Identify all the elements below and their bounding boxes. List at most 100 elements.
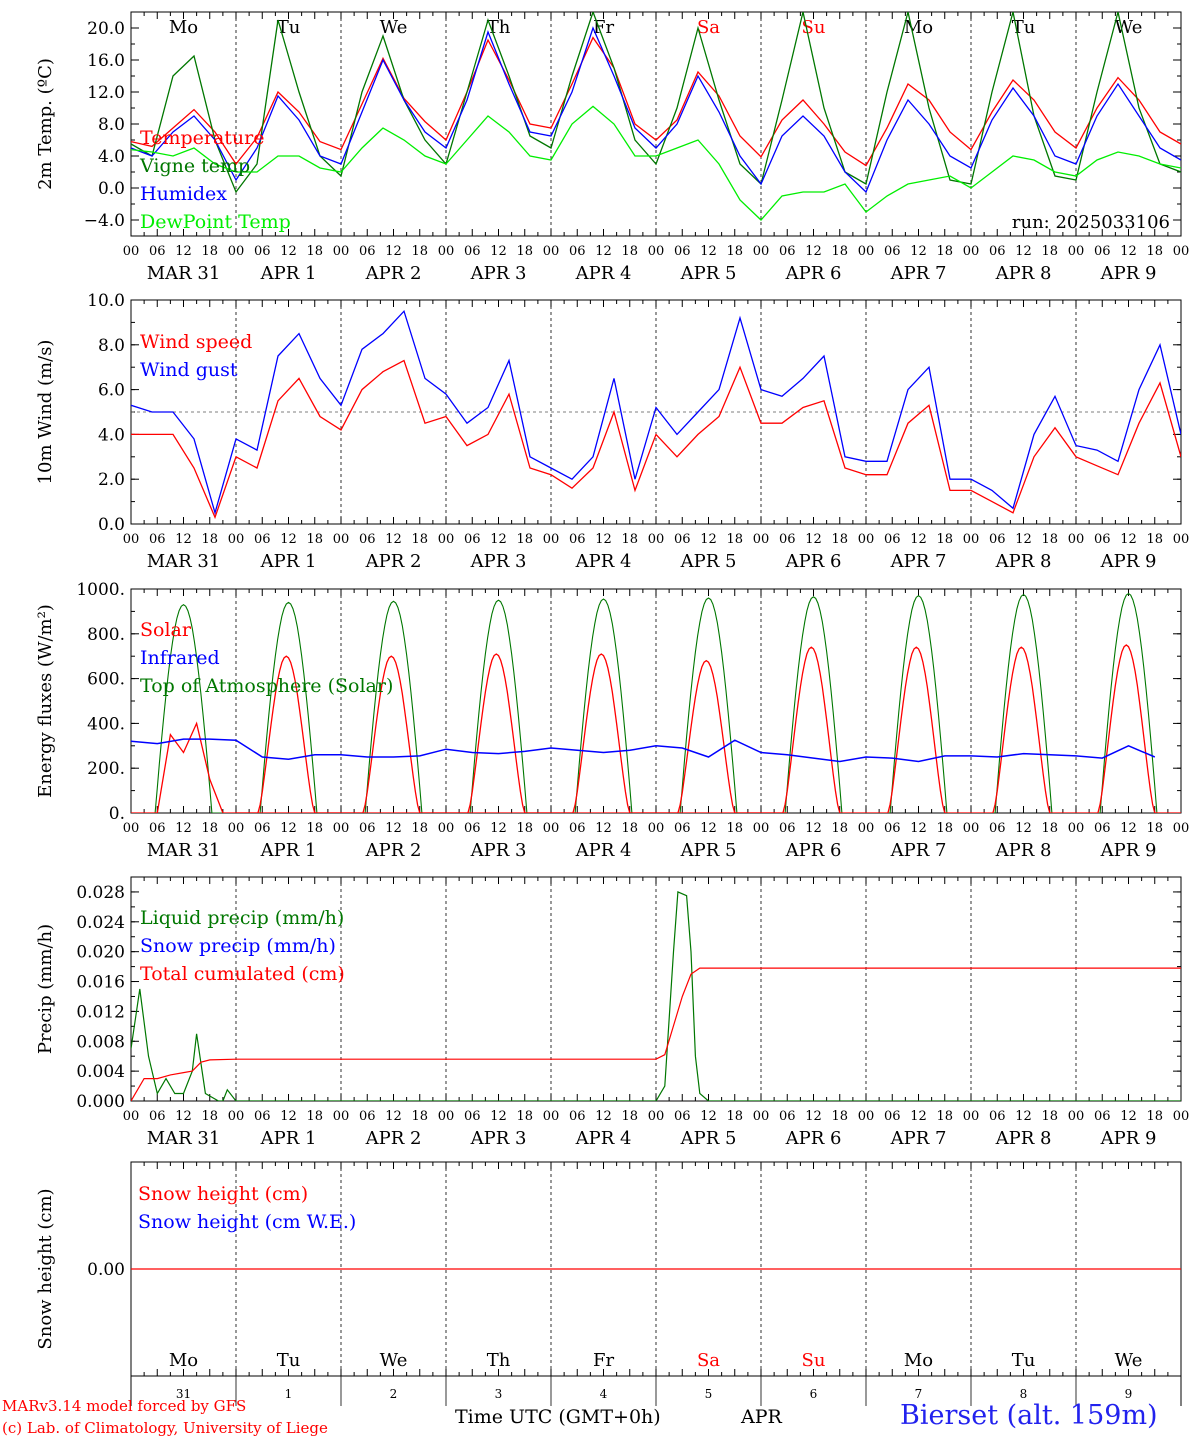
hour-tick-label: 00 — [543, 821, 560, 836]
model-credit: MARv3.14 model forced by GFS — [2, 1397, 247, 1415]
date-label: APR 2 — [365, 263, 422, 284]
date-label: APR 1 — [260, 263, 317, 284]
series-line-0 — [131, 891, 1181, 1101]
plot-frame — [130, 11, 1182, 237]
hour-tick-label: 12 — [805, 821, 822, 836]
hour-tick-label: 06 — [989, 244, 1006, 259]
hour-tick-label: 18 — [306, 1109, 323, 1124]
series-line-infrared — [131, 738, 1156, 763]
y-tick-label: 600. — [87, 670, 125, 690]
hour-tick-label: 00 — [123, 1109, 140, 1124]
hour-tick-label: 00 — [753, 821, 770, 836]
day-number-label: 2 — [390, 1387, 398, 1401]
day-of-week-label: We — [380, 17, 408, 38]
y-tick-label: 20.0 — [87, 19, 125, 39]
hour-tick-label: 06 — [989, 1109, 1006, 1124]
hour-tick-label: 06 — [779, 1109, 796, 1124]
hour-tick-label: 18 — [936, 244, 953, 259]
hour-tick-label: 18 — [516, 1109, 533, 1124]
y-tick-label: 0.000 — [76, 1092, 125, 1112]
hour-tick-label: 12 — [910, 244, 927, 259]
hour-tick-label: 06 — [884, 1109, 901, 1124]
date-label: APR 9 — [1100, 840, 1157, 861]
day-number-label: 4 — [600, 1387, 608, 1401]
hour-tick-label: 00 — [543, 1109, 560, 1124]
hour-tick-label: 00 — [1173, 244, 1190, 259]
hour-tick-label: 00 — [333, 532, 350, 547]
hour-tick-label: 00 — [228, 821, 245, 836]
y-tick-label: 2.0 — [98, 470, 125, 490]
day-of-week-label: Sa — [697, 1350, 720, 1371]
panel-temperature: −4.0 0.0 4.0 8.0 12.0 16.0 20.0 2m Temp. (ºC) 00… — [35, 11, 1190, 284]
legend-entry: Wind gust — [140, 359, 238, 381]
hour-tick-label: 00 — [333, 1109, 350, 1124]
hour-tick-label: 12 — [280, 1109, 297, 1124]
hour-tick-label: 12 — [175, 1109, 192, 1124]
panel-wind: 0.0 2.0 4.0 6.0 8.0 10.0 10m Wind (m/s) 00 06 12 1… — [35, 291, 1189, 572]
y-tick-label: 1000. — [76, 580, 125, 600]
y-tick-label: 0.028 — [76, 883, 125, 903]
hour-tick-label: 06 — [359, 821, 376, 836]
hour-tick-label: 06 — [779, 532, 796, 547]
hour-tick-label: 12 — [700, 821, 717, 836]
x-axis-title: Time UTC (GMT+0h) — [455, 1406, 661, 1428]
hour-tick-label: 18 — [306, 244, 323, 259]
hour-tick-label: 18 — [411, 1109, 428, 1124]
hour-tick-label: 12 — [175, 532, 192, 547]
hour-tick-label: 12 — [700, 1109, 717, 1124]
hour-tick-label: 06 — [779, 244, 796, 259]
day-of-week-label: Fr — [593, 17, 614, 38]
hour-tick-label: 12 — [805, 1109, 822, 1124]
hour-tick-label: 18 — [516, 532, 533, 547]
series-line-0 — [131, 36, 1181, 167]
hour-tick-label: 06 — [464, 821, 481, 836]
date-label: APR 5 — [680, 840, 737, 861]
hour-tick-label: 12 — [175, 244, 192, 259]
date-label: APR 4 — [575, 551, 632, 572]
hour-tick-label: 18 — [516, 821, 533, 836]
hour-tick-label: 06 — [1094, 821, 1111, 836]
day-of-week-label: Su — [802, 1350, 826, 1371]
hour-tick-label: 00 — [1173, 1109, 1190, 1124]
hour-tick-label: 00 — [1068, 532, 1085, 547]
hour-tick-label: 18 — [726, 821, 743, 836]
hour-tick-label: 06 — [989, 821, 1006, 836]
hour-tick-label: 00 — [858, 821, 875, 836]
hour-tick-label: 12 — [385, 244, 402, 259]
date-label: MAR 31 — [147, 263, 221, 284]
hour-tick-label: 12 — [280, 244, 297, 259]
hour-tick-label: 00 — [1173, 532, 1190, 547]
month-label: APR — [741, 1406, 782, 1428]
hour-tick-label: 18 — [936, 532, 953, 547]
y-tick-label: 4.0 — [98, 425, 125, 445]
hour-tick-label: 00 — [753, 1109, 770, 1124]
date-label: APR 6 — [785, 840, 842, 861]
day-of-week-label: Mo — [169, 17, 198, 38]
hour-tick-label: 00 — [543, 244, 560, 259]
hour-tick-label: 00 — [963, 821, 980, 836]
hour-tick-label: 12 — [1120, 821, 1137, 836]
y-tick-label: 8.0 — [98, 115, 125, 135]
hour-tick-label: 12 — [700, 532, 717, 547]
y-tick-label: 800. — [87, 625, 125, 645]
date-label: APR 2 — [365, 551, 422, 572]
hour-tick-label: 18 — [1146, 244, 1163, 259]
hour-tick-label: 18 — [1041, 821, 1058, 836]
hour-tick-label: 00 — [543, 532, 560, 547]
legend-entry: Total cumulated (cm) — [140, 963, 345, 985]
hour-tick-label: 18 — [621, 244, 638, 259]
date-label: APR 1 — [260, 551, 317, 572]
hour-tick-label: 18 — [621, 532, 638, 547]
hour-tick-label: 06 — [254, 244, 271, 259]
hour-tick-label: 12 — [805, 532, 822, 547]
date-label: APR 8 — [995, 263, 1052, 284]
y-tick-label: 0.020 — [76, 943, 125, 963]
day-of-week-label: Mo — [904, 1350, 933, 1371]
hour-tick-label: 18 — [621, 1109, 638, 1124]
panel-energy: 0. 200. 400. 600. 800. 1000. Energy fluxes (W/… — [35, 580, 1189, 861]
hour-tick-label: 00 — [1068, 1109, 1085, 1124]
hour-tick-label: 12 — [490, 532, 507, 547]
day-number-label: 5 — [705, 1387, 713, 1401]
